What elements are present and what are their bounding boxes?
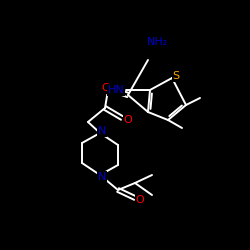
Text: N: N [98,172,106,182]
Text: S: S [172,71,180,81]
Text: O: O [124,115,132,125]
Text: O: O [136,195,144,205]
Text: HN: HN [108,85,124,95]
Text: O: O [102,83,110,93]
Text: NH₂: NH₂ [148,37,169,47]
Text: N: N [98,126,106,136]
